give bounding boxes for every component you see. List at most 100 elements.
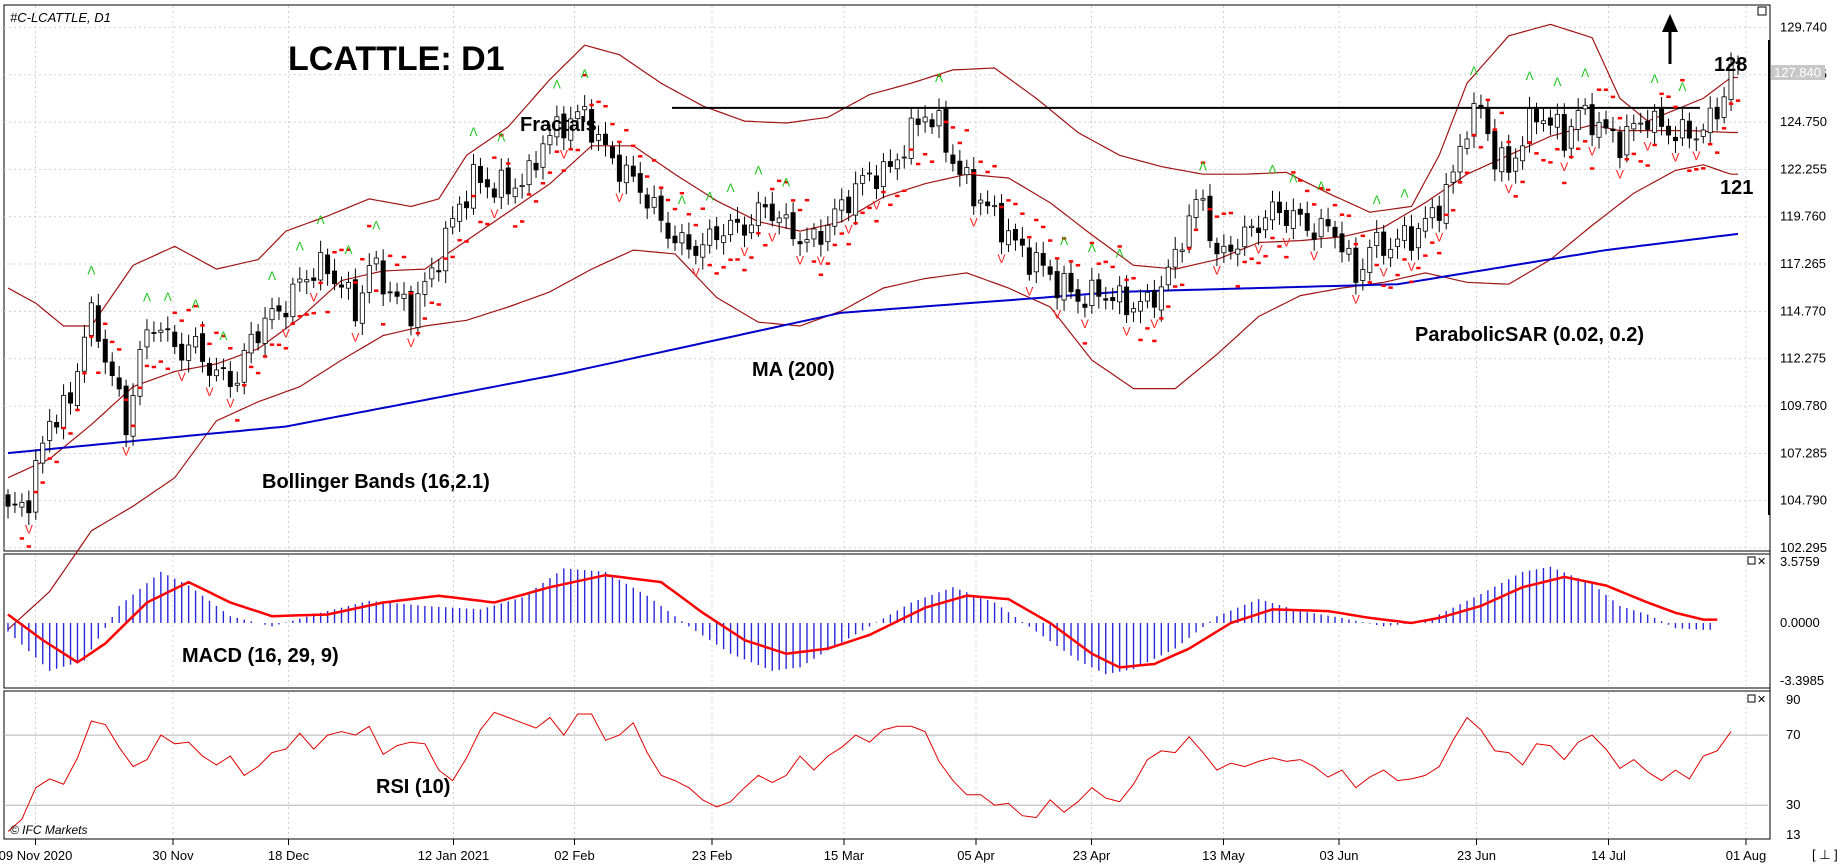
candlestick bbox=[179, 332, 185, 371]
fractal-down-icon: V bbox=[692, 265, 700, 279]
macd-tick-label: 3.5759 bbox=[1780, 554, 1820, 569]
macd-label: MACD (16, 29, 9) bbox=[182, 645, 339, 667]
candlestick bbox=[519, 173, 525, 199]
rsi-tick-label: 30 bbox=[1786, 797, 1800, 812]
rsi-panel-buttons[interactable]: ✕ bbox=[1747, 694, 1766, 706]
candlestick bbox=[929, 113, 935, 134]
fractal-down-icon: V bbox=[560, 148, 568, 162]
date-tick-label: 09 Nov 2020 bbox=[0, 848, 72, 863]
candlestick bbox=[255, 323, 261, 351]
candlestick bbox=[1110, 287, 1116, 310]
price-tick-label: 124.750 bbox=[1780, 114, 1827, 129]
candlestick bbox=[1360, 258, 1366, 291]
candlestick bbox=[102, 329, 108, 375]
fractal-down-icon: V bbox=[817, 254, 825, 268]
candlestick bbox=[1513, 148, 1519, 184]
candlestick bbox=[700, 232, 706, 270]
candlestick bbox=[283, 301, 289, 330]
candlestick bbox=[373, 250, 379, 271]
candlestick bbox=[1638, 112, 1644, 134]
candlestick bbox=[40, 435, 46, 474]
candlestick bbox=[1450, 164, 1456, 194]
candlestick bbox=[1283, 201, 1289, 233]
candlestick bbox=[1652, 104, 1658, 145]
candlestick bbox=[1700, 123, 1706, 144]
candlestick bbox=[1429, 198, 1435, 229]
fractal-up-icon: Λ bbox=[192, 297, 200, 311]
fractal-up-icon: Λ bbox=[935, 71, 943, 85]
fractal-down-icon: V bbox=[205, 385, 213, 399]
candlestick bbox=[644, 187, 650, 219]
candlestick bbox=[1304, 201, 1310, 237]
candlestick bbox=[1443, 172, 1449, 230]
maximize-panel-icon[interactable] bbox=[1757, 6, 1767, 16]
candlestick bbox=[1436, 195, 1442, 233]
candlestick bbox=[227, 361, 233, 398]
target-upper-label: 128 bbox=[1714, 54, 1747, 76]
candlestick bbox=[616, 143, 622, 193]
candlestick bbox=[526, 154, 532, 195]
price-tick-label: 107.285 bbox=[1780, 445, 1827, 460]
scroll-end-icon[interactable]: [ ⊥ ] bbox=[1812, 847, 1838, 862]
candlestick bbox=[471, 153, 477, 215]
price-panel-frame bbox=[3, 4, 1771, 552]
date-tick-label: 23 Feb bbox=[692, 848, 732, 863]
candlestick bbox=[1631, 114, 1637, 142]
date-tick-label: 01 Aug bbox=[1726, 848, 1767, 863]
candlestick bbox=[109, 352, 115, 386]
candlestick bbox=[1645, 109, 1651, 138]
fractal-down-icon: V bbox=[872, 198, 880, 212]
fractal-down-icon: V bbox=[1407, 260, 1415, 274]
date-tick-label: 30 Nov bbox=[152, 848, 194, 863]
candlestick bbox=[1290, 198, 1296, 240]
fractal-down-icon: V bbox=[970, 216, 978, 230]
fractal-down-icon: V bbox=[1053, 308, 1061, 322]
fractal-down-icon: V bbox=[1081, 317, 1089, 331]
candlestick bbox=[1297, 202, 1303, 227]
candlestick bbox=[186, 334, 192, 373]
candlestick bbox=[1019, 226, 1025, 258]
candlestick bbox=[1721, 87, 1727, 124]
candlestick bbox=[1346, 239, 1352, 262]
candlestick bbox=[1096, 273, 1102, 309]
candlestick bbox=[1457, 134, 1463, 184]
fractal-down-icon: V bbox=[25, 523, 33, 537]
symbol-header: #C-LCATTLE, D1 bbox=[10, 10, 111, 25]
candlestick bbox=[359, 285, 365, 335]
fractal-up-icon: Λ bbox=[754, 163, 762, 177]
macd-tick-label: -3.3985 bbox=[1780, 673, 1824, 688]
rsi-panel bbox=[4, 711, 1768, 832]
candlestick bbox=[853, 171, 859, 225]
candlestick bbox=[1193, 189, 1199, 230]
candlestick bbox=[276, 297, 282, 320]
fractal-down-icon: V bbox=[1616, 168, 1624, 182]
svg-text:[ ⊥ ]: [ ⊥ ] bbox=[1812, 847, 1838, 862]
candlestick bbox=[1103, 286, 1109, 310]
candlestick bbox=[1367, 239, 1373, 281]
candlestick bbox=[68, 381, 74, 415]
fractal-up-icon: Λ bbox=[1526, 69, 1534, 83]
fractal-down-icon: V bbox=[1123, 325, 1131, 339]
fractal-down-icon: V bbox=[490, 207, 498, 221]
fractal-up-icon: Λ bbox=[143, 290, 151, 304]
candlestick bbox=[345, 271, 351, 300]
candlestick bbox=[832, 198, 838, 236]
candlestick bbox=[1068, 262, 1074, 299]
rsi-tick-label: 13 bbox=[1786, 827, 1800, 842]
candlestick bbox=[686, 222, 692, 259]
fractal-down-icon: V bbox=[1025, 284, 1033, 298]
candlestick bbox=[1686, 112, 1692, 149]
candlestick bbox=[144, 319, 150, 360]
fractal-up-icon: Λ bbox=[727, 181, 735, 195]
price-tag: 127.840 bbox=[1771, 65, 1825, 80]
macd-panel-buttons[interactable]: ✕ bbox=[1747, 556, 1766, 568]
candlestick bbox=[630, 155, 636, 183]
fractal-up-icon: Λ bbox=[1470, 64, 1478, 78]
date-tick-label: 02 Feb bbox=[554, 848, 594, 863]
candlestick bbox=[1596, 112, 1602, 149]
macd-panel-frame bbox=[3, 553, 1771, 689]
fractal-up-icon: Λ bbox=[1199, 159, 1207, 173]
candlestick bbox=[1540, 108, 1546, 132]
candlestick bbox=[1075, 278, 1081, 314]
date-tick-label: 05 Apr bbox=[957, 848, 995, 863]
